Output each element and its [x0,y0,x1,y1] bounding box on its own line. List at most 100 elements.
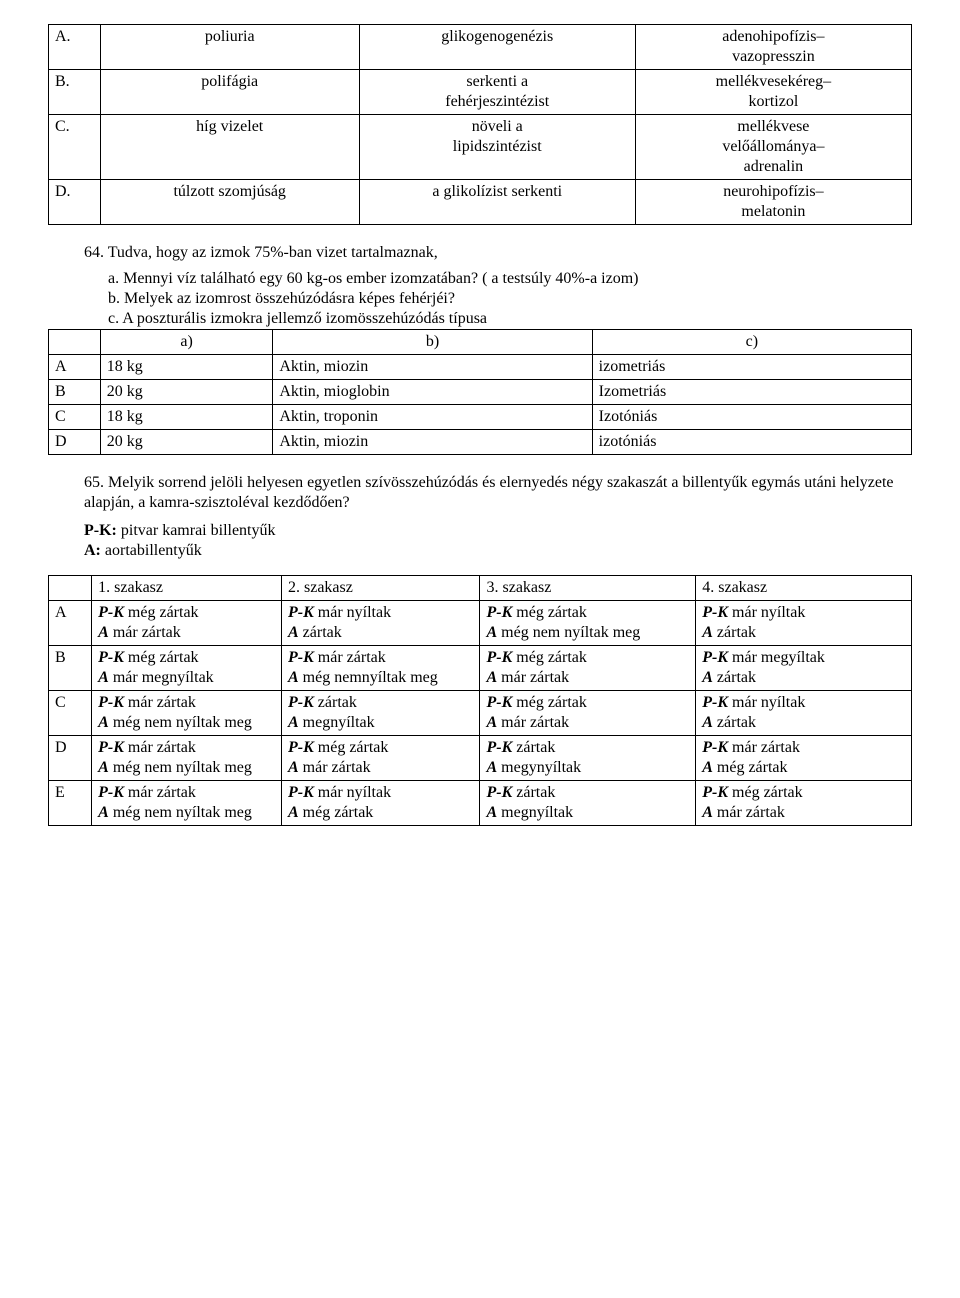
cell: növeli alipidszintézist [359,115,635,180]
valve-abbr: P-K [288,649,314,666]
cell: C. [49,115,101,180]
valve-abbr: A [98,624,109,641]
cell: 20 kg [100,430,273,455]
row-label: D [49,736,92,781]
cell: Aktin, mioglobin [273,380,592,405]
table-q65-answers: 1. szakasz 2. szakasz 3. szakasz 4. szak… [48,575,912,826]
a-bold: A: [84,542,101,559]
valve-abbr: P-K [702,694,728,711]
table-row: A18 kgAktin, miozinizometriás [49,355,912,380]
cell: a glikolízist serkenti [359,180,635,225]
cell: P-K már zártakA még nemnyíltak meg [282,646,480,691]
col-s3: 3. szakasz [480,576,696,601]
valve-abbr: P-K [98,784,124,801]
valve-abbr: P-K [702,604,728,621]
pk-bold: P-K: [84,522,117,539]
valve-abbr: A [288,624,299,641]
col-blank [49,576,92,601]
cell: P-K még zártakA már megnyíltak [92,646,282,691]
table-row: BP-K még zártakA már megnyíltakP-K már z… [49,646,912,691]
cell: P-K már megyíltakA zártak [696,646,912,691]
table-row: CP-K már zártakA még nem nyíltak megP-K … [49,691,912,736]
valve-abbr: A [702,624,713,641]
col-s2: 2. szakasz [282,576,480,601]
col-a: a) [100,330,273,355]
valve-abbr: A [288,759,299,776]
valve-abbr: P-K [486,604,512,621]
row-label: B [49,646,92,691]
valve-abbr: A [98,714,109,731]
cell: adenohipofízis–vazopresszin [635,25,911,70]
cell: P-K már zártakA még nem nyíltak meg [92,781,282,826]
cell: P-K már zártakA még nem nyíltak meg [92,691,282,736]
cell: Aktin, miozin [273,355,592,380]
valve-abbr: P-K [486,784,512,801]
cell: mellékvesevelőállománya–adrenalin [635,115,911,180]
table-q64-answers: a) b) c) A18 kgAktin, miozinizometriásB2… [48,329,912,455]
valve-abbr: P-K [98,604,124,621]
cell: B. [49,70,101,115]
cell: 18 kg [100,355,273,380]
cell: neurohipofízis–melatonin [635,180,911,225]
pk-text: pitvar kamrai billentyűk [117,522,276,539]
cell: P-K már zártakA még nem nyíltak meg [92,736,282,781]
cell: P-K még zártakA már zártak [92,601,282,646]
cell: A [49,355,101,380]
cell: B [49,380,101,405]
cell: D [49,430,101,455]
cell: P-K még zártakA már zártak [696,781,912,826]
col-c: c) [592,330,911,355]
valve-abbr: A [288,714,299,731]
valve-abbr: P-K [486,694,512,711]
cell: P-K már nyíltakA zártak [696,601,912,646]
table-row: D20 kgAktin, miozinizotóniás [49,430,912,455]
valve-abbr: A [486,669,497,686]
col-s4: 4. szakasz [696,576,912,601]
valve-abbr: P-K [486,739,512,756]
cell: izotóniás [592,430,911,455]
q64-a: a. Mennyi víz található egy 60 kg-os emb… [108,269,912,289]
valve-abbr: A [486,759,497,776]
cell: P-K még zártakA már zártak [480,691,696,736]
q64-text: 64. Tudva, hogy az izmok 75%-ban vizet t… [84,243,912,263]
cell: C [49,405,101,430]
cell: P-K zártakA megnyíltak [282,691,480,736]
cell: mellékvesekéreg–kortizol [635,70,911,115]
cell: P-K zártakA megnyíltak [480,781,696,826]
cell: D. [49,180,101,225]
valve-abbr: A [702,669,713,686]
table-row: A.poliuriaglikogenogenézisadenohipofízis… [49,25,912,70]
cell: P-K zártakA megynyíltak [480,736,696,781]
row-label: E [49,781,92,826]
cell: Izometriás [592,380,911,405]
cell: 20 kg [100,380,273,405]
valve-abbr: P-K [288,604,314,621]
valve-abbr: A [288,669,299,686]
cell: A. [49,25,101,70]
q65-text: 65. Melyik sorrend jelöli helyesen egyet… [84,473,912,513]
table-row: B20 kgAktin, mioglobinIzometriás [49,380,912,405]
valve-abbr: A [702,804,713,821]
q64-c: c. A poszturális izmokra jellemző izomös… [108,309,912,329]
q64-b: b. Melyek az izomrost összehúzódásra kép… [108,289,912,309]
valve-abbr: A [702,759,713,776]
valve-abbr: P-K [702,784,728,801]
valve-abbr: A [98,804,109,821]
cell: serkenti afehérjeszintézist [359,70,635,115]
valve-abbr: P-K [702,739,728,756]
valve-abbr: A [98,669,109,686]
cell: 18 kg [100,405,273,430]
valve-abbr: A [486,624,497,641]
cell: poliuria [100,25,359,70]
table-row: DP-K már zártakA még nem nyíltak meg P-K … [49,736,912,781]
valve-abbr: A [486,804,497,821]
row-label: C [49,691,92,736]
cell: Aktin, miozin [273,430,592,455]
valve-abbr: P-K [486,649,512,666]
col-blank [49,330,101,355]
valve-abbr: P-K [288,694,314,711]
valve-abbr: P-K [98,649,124,666]
valve-abbr: P-K [702,649,728,666]
valve-abbr: A [702,714,713,731]
valve-abbr: A [98,759,109,776]
